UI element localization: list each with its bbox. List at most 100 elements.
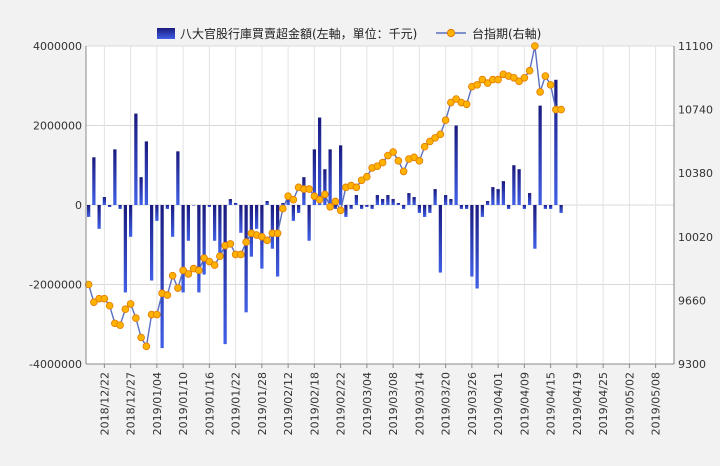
- x-tick-label: 2018/12/27: [125, 372, 138, 435]
- bar: [391, 199, 395, 205]
- index-point: [483, 79, 492, 87]
- index-point: [525, 66, 534, 75]
- bar: [181, 205, 185, 293]
- index-point: [105, 301, 114, 310]
- bar: [191, 205, 196, 206]
- bar: [522, 205, 527, 209]
- x-tick-label: 2019/02/18: [308, 372, 321, 435]
- bar: [244, 205, 248, 313]
- index-point: [363, 172, 371, 181]
- x-tick-label: 2019/04/15: [545, 372, 558, 435]
- x-tick-label: 2019/03/08: [387, 372, 400, 435]
- x-tick-label: 2019/02/22: [335, 372, 348, 435]
- bar: [228, 199, 233, 205]
- bar: [139, 177, 143, 205]
- index-point: [410, 153, 418, 162]
- x-tick-label: 2019/05/02: [623, 372, 636, 435]
- index-point: [510, 74, 518, 82]
- right-tick-label: 11100: [678, 40, 713, 53]
- bar: [218, 205, 222, 253]
- bar: [401, 205, 406, 209]
- bar: [527, 193, 532, 205]
- bar: [128, 205, 133, 237]
- bar: [165, 205, 170, 209]
- index-point: [126, 300, 135, 308]
- index-point: [200, 254, 208, 262]
- x-tick-label: 2019/05/08: [650, 372, 663, 435]
- bar: [417, 205, 422, 213]
- index-point: [153, 310, 161, 319]
- legend-bar-swatch: [157, 28, 175, 39]
- x-tick-label: 2019/03/26: [466, 372, 479, 435]
- bar: [412, 197, 416, 205]
- bar: [454, 125, 458, 205]
- x-tick-label: 2019/01/22: [230, 372, 243, 435]
- index-point: [541, 72, 550, 80]
- index-point: [473, 81, 481, 89]
- bar: [407, 193, 411, 205]
- bar: [97, 205, 101, 229]
- bar: [559, 205, 563, 213]
- bar: [517, 169, 521, 205]
- index-point: [179, 266, 187, 275]
- bar: [491, 187, 495, 205]
- bar: [202, 205, 206, 275]
- index-point: [384, 151, 392, 160]
- legend-line-marker: [446, 28, 456, 38]
- bar: [375, 195, 380, 205]
- bar: [475, 205, 479, 289]
- legend-line-label: 台指期(右軸): [472, 26, 541, 41]
- index-point: [336, 206, 345, 215]
- index-point: [263, 236, 271, 245]
- bar: [233, 203, 238, 205]
- x-tick-label: 2019/04/25: [597, 372, 610, 435]
- bar: [464, 205, 469, 209]
- bar: [197, 205, 201, 293]
- index-point: [389, 148, 397, 156]
- index-point: [237, 250, 245, 259]
- bar: [118, 205, 122, 209]
- bar: [512, 165, 516, 205]
- index-point: [452, 95, 460, 103]
- bar: [270, 205, 275, 249]
- index-point: [310, 192, 319, 200]
- index-point: [273, 229, 282, 238]
- bar: [333, 205, 338, 209]
- index-point: [90, 298, 98, 306]
- index-point: [142, 342, 151, 351]
- index-point: [536, 88, 544, 96]
- bar: [422, 205, 427, 217]
- index-point: [84, 280, 93, 289]
- x-tick-label: 2019/04/01: [492, 372, 505, 435]
- bar: [501, 181, 506, 205]
- index-point: [352, 183, 361, 192]
- bar: [443, 195, 448, 205]
- legend: 八大官股行庫買賣超金額(左軸，單位：千元) 台指期(右軸): [157, 26, 541, 41]
- x-tick-label: 2019/04/19: [571, 372, 584, 435]
- bar: [307, 205, 311, 241]
- x-tick-label: 2019/02/12: [282, 372, 295, 435]
- bar: [317, 117, 322, 205]
- index-point: [378, 158, 387, 167]
- index-point: [289, 195, 298, 204]
- bar: [212, 205, 217, 241]
- x-tick-label: 2018/12/22: [98, 372, 111, 435]
- right-tick-label: 9300: [678, 358, 706, 371]
- index-point: [242, 238, 250, 246]
- index-point: [137, 333, 145, 342]
- index-point: [284, 192, 292, 200]
- bar: [144, 141, 149, 205]
- bar: [543, 205, 548, 209]
- index-point: [195, 266, 203, 275]
- bar: [296, 205, 301, 213]
- index-point: [531, 42, 539, 50]
- legend-bar-label: 八大官股行庫買賣超金額(左軸，單位：千元): [180, 26, 417, 41]
- right-tick-label: 10380: [678, 167, 713, 180]
- bar: [92, 157, 96, 205]
- x-tick-label: 2019/03/04: [361, 372, 374, 435]
- bar: [344, 205, 348, 217]
- bar: [323, 169, 327, 205]
- index-point: [331, 197, 340, 206]
- bar: [396, 203, 401, 205]
- index-point: [305, 185, 313, 193]
